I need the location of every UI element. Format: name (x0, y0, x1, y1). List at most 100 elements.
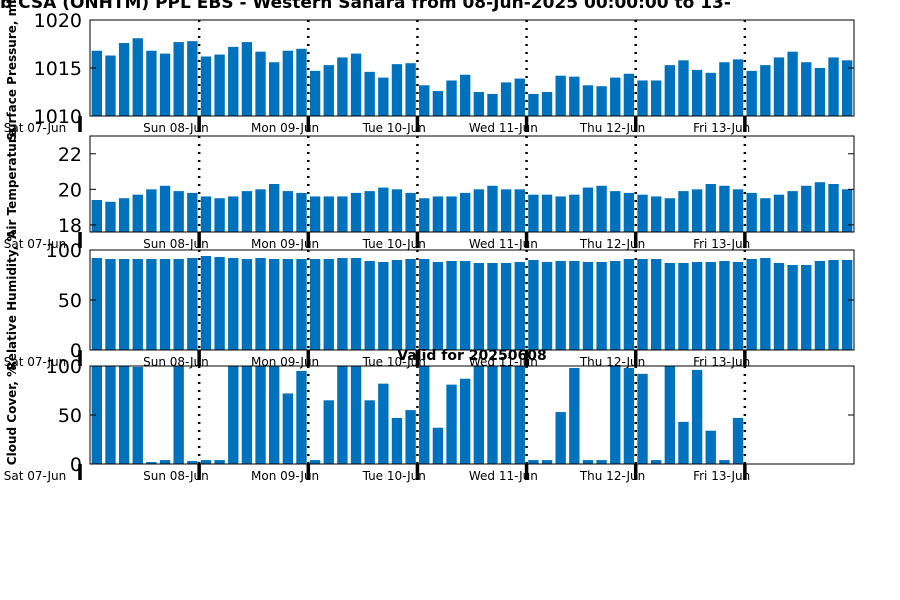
bar (787, 51, 798, 116)
bar (187, 258, 198, 350)
bar (473, 263, 485, 350)
bar (146, 189, 157, 232)
bar (691, 262, 703, 350)
bar (323, 259, 334, 350)
bar (391, 64, 403, 116)
bar (500, 263, 512, 350)
bar (419, 366, 430, 464)
bar (555, 75, 566, 116)
bar (241, 191, 253, 232)
axes-frame (89, 135, 855, 233)
bar (732, 59, 744, 116)
day-label: Thu 12-Jun (579, 237, 645, 251)
bar (691, 189, 703, 232)
bar (105, 55, 116, 116)
bar (255, 189, 266, 232)
bar (350, 53, 362, 116)
day-label: Mon 09-Jun (251, 237, 319, 251)
y-tick-label: 22 (58, 144, 82, 166)
y-tick-label: 1015 (34, 58, 82, 80)
bar (528, 93, 539, 116)
y-axis-label: Relative Humidity, % (5, 230, 19, 371)
bar (364, 191, 375, 232)
bar (268, 184, 280, 232)
bar (500, 366, 512, 464)
bar (760, 65, 771, 116)
bar (514, 189, 525, 232)
bar (623, 73, 635, 116)
bar (378, 262, 389, 350)
bar (309, 460, 321, 464)
bar (132, 259, 143, 350)
bar (650, 259, 662, 350)
bar (405, 63, 416, 116)
y-tick-label: 50 (58, 290, 82, 312)
bar (214, 198, 225, 232)
bar (446, 261, 457, 350)
bar (323, 65, 334, 116)
bar (746, 259, 757, 350)
day-label: Fri 13-Jun (693, 469, 750, 483)
bar (828, 57, 839, 116)
bar (719, 460, 730, 464)
bar (814, 261, 826, 350)
bar (459, 74, 471, 116)
y-tick-label: 100 (46, 356, 82, 378)
bar (146, 462, 157, 464)
bar (610, 77, 621, 116)
bar (541, 92, 553, 116)
bar (350, 192, 362, 232)
bar (841, 189, 853, 232)
bar (446, 196, 457, 232)
bar (760, 258, 771, 350)
bar (569, 367, 580, 464)
bar (132, 194, 143, 232)
bar (309, 196, 321, 232)
bar (228, 258, 239, 350)
day-label: Wed 11-Jun (469, 121, 538, 135)
bar (296, 259, 307, 350)
day-label: Sat 07-Jun (4, 469, 67, 483)
bar (705, 262, 716, 350)
bar (432, 91, 444, 116)
bar (487, 185, 498, 232)
bar (650, 80, 662, 116)
day-label: Thu 12-Jun (579, 469, 645, 483)
day-label: Wed 11-Jun (469, 237, 538, 251)
bar (255, 51, 266, 116)
day-label: Tue 10-Jun (362, 469, 426, 483)
bar (801, 62, 812, 116)
bar (678, 263, 689, 350)
bar (487, 263, 498, 350)
bar (173, 259, 184, 350)
day-label: Tue 10-Jun (362, 121, 426, 135)
bar (214, 54, 225, 116)
bar (732, 262, 744, 350)
bar (473, 189, 485, 232)
bar (200, 56, 212, 116)
bar (691, 369, 703, 464)
bar (541, 194, 553, 232)
bar (555, 412, 566, 464)
y-tick-label: 1020 (34, 10, 82, 32)
bar (214, 460, 225, 464)
bar (214, 257, 225, 350)
bar (691, 69, 703, 116)
bar (719, 261, 730, 350)
bar (841, 60, 853, 116)
bar (582, 187, 594, 232)
bar (391, 417, 403, 464)
day-label: Wed 11-Jun (469, 469, 538, 483)
bar (200, 460, 212, 464)
bar (91, 50, 103, 116)
day-label: Fri 13-Jun (693, 237, 750, 251)
bar (378, 383, 389, 464)
bar (569, 194, 580, 232)
bar (268, 366, 280, 464)
bar (309, 70, 321, 116)
bar (378, 187, 389, 232)
bar (582, 85, 594, 116)
bar (228, 196, 239, 232)
